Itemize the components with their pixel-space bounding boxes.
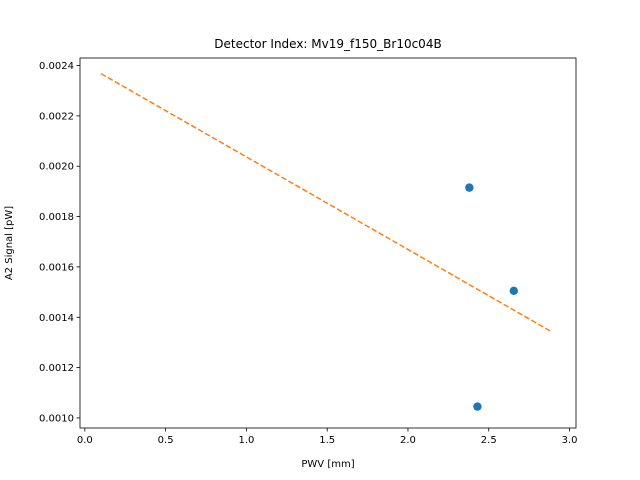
y-tick-label: 0.0016 xyxy=(39,262,74,273)
y-axis-label: A2 Signal [pW] xyxy=(4,206,15,280)
x-tick-label: 0.5 xyxy=(158,435,174,446)
x-tick-label: 2.0 xyxy=(400,435,416,446)
x-axis-label: PWV [mm] xyxy=(301,459,354,470)
y-tick-label: 0.0014 xyxy=(39,313,74,324)
y-tick-label: 0.0024 xyxy=(39,61,74,72)
scatter-point xyxy=(509,286,518,296)
axes-frame xyxy=(79,57,577,429)
x-tick-label: 1.5 xyxy=(319,435,335,446)
fit-line xyxy=(100,72,553,333)
y-tick-label: 0.0020 xyxy=(39,162,74,173)
x-tick-label: 2.5 xyxy=(481,435,497,446)
chart-title: Detector Index: Mv19_f150_Br10c04B xyxy=(214,37,441,51)
y-tick-label: 0.0022 xyxy=(39,111,74,122)
plot-area xyxy=(100,72,553,411)
x-tick-label: 1.0 xyxy=(238,435,254,446)
y-tick-label: 0.0010 xyxy=(39,413,74,424)
scatter-point xyxy=(465,183,474,192)
y-axis: 0.0010 0.0012 0.0014 0.0016 0.0018 0.0020 0.00… xyxy=(39,61,80,424)
x-tick-label: 3.0 xyxy=(562,435,578,446)
y-tick-label: 0.0018 xyxy=(39,212,74,223)
x-axis: 0.0 0.5 1.0 1.5 2.0 2.5 3.0 xyxy=(77,428,578,446)
y-tick-label: 0.0012 xyxy=(39,363,74,374)
x-tick-label: 0.0 xyxy=(77,435,93,446)
scatter-point xyxy=(473,402,482,411)
